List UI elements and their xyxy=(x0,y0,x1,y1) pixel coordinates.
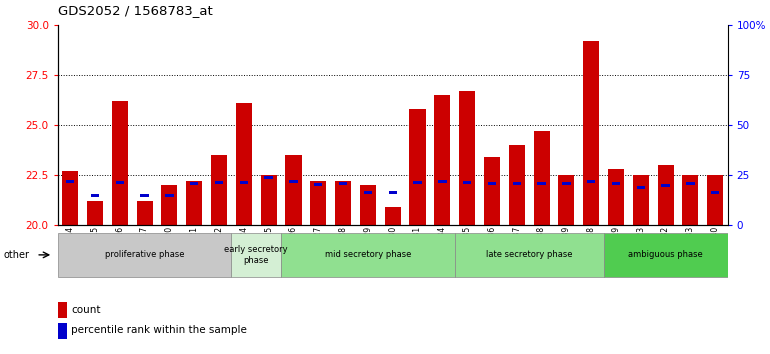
Bar xyxy=(215,181,223,184)
Bar xyxy=(463,181,471,184)
Text: count: count xyxy=(71,305,101,315)
Bar xyxy=(604,233,728,277)
Bar xyxy=(459,91,475,225)
Bar xyxy=(186,181,203,225)
Bar xyxy=(487,182,496,185)
Bar xyxy=(260,175,276,225)
Bar xyxy=(116,181,124,184)
Bar xyxy=(281,233,455,277)
Bar xyxy=(310,181,326,225)
Text: percentile rank within the sample: percentile rank within the sample xyxy=(71,325,247,336)
Bar xyxy=(612,182,620,185)
Bar xyxy=(583,41,599,225)
Bar xyxy=(707,175,723,225)
Bar xyxy=(637,186,645,189)
Bar xyxy=(360,185,376,225)
Bar xyxy=(58,302,68,318)
Bar xyxy=(290,180,298,183)
Bar xyxy=(537,182,546,185)
Text: early secretory
phase: early secretory phase xyxy=(224,245,288,264)
Bar xyxy=(587,180,595,183)
Bar xyxy=(686,182,695,185)
Bar xyxy=(484,157,500,225)
Bar xyxy=(633,175,649,225)
Text: ambiguous phase: ambiguous phase xyxy=(628,250,703,259)
Text: late secretory phase: late secretory phase xyxy=(486,250,572,259)
Bar xyxy=(166,194,173,198)
Bar xyxy=(339,182,347,185)
Bar xyxy=(91,194,99,198)
Bar xyxy=(264,176,273,179)
Bar xyxy=(434,95,450,225)
Bar xyxy=(314,183,323,187)
Bar xyxy=(112,101,128,225)
Bar xyxy=(562,182,571,185)
Bar xyxy=(286,155,302,225)
Bar xyxy=(140,194,149,198)
Bar xyxy=(58,233,232,277)
Text: proliferative phase: proliferative phase xyxy=(105,250,184,259)
Bar xyxy=(410,109,426,225)
Bar xyxy=(211,155,227,225)
Bar xyxy=(236,103,252,225)
Text: GDS2052 / 1568783_at: GDS2052 / 1568783_at xyxy=(58,4,213,17)
Bar xyxy=(136,201,152,225)
Bar xyxy=(239,181,248,184)
Bar xyxy=(438,180,447,183)
Bar xyxy=(335,181,351,225)
Bar xyxy=(58,323,68,339)
Bar xyxy=(455,233,604,277)
Bar xyxy=(711,191,719,194)
Bar xyxy=(413,181,422,184)
Bar xyxy=(509,145,525,225)
Bar xyxy=(534,131,550,225)
Bar xyxy=(363,191,372,194)
Bar xyxy=(608,169,624,225)
Bar xyxy=(190,182,199,185)
Bar xyxy=(682,175,698,225)
Bar xyxy=(162,185,177,225)
Bar xyxy=(389,191,397,194)
Bar xyxy=(87,201,103,225)
Bar xyxy=(232,233,281,277)
Text: other: other xyxy=(4,250,30,260)
Bar xyxy=(658,165,674,225)
Text: mid secretory phase: mid secretory phase xyxy=(325,250,411,259)
Bar xyxy=(661,184,670,188)
Bar xyxy=(558,175,574,225)
Bar xyxy=(66,180,75,183)
Bar xyxy=(385,207,400,225)
Bar xyxy=(513,182,521,185)
Bar xyxy=(62,171,79,225)
